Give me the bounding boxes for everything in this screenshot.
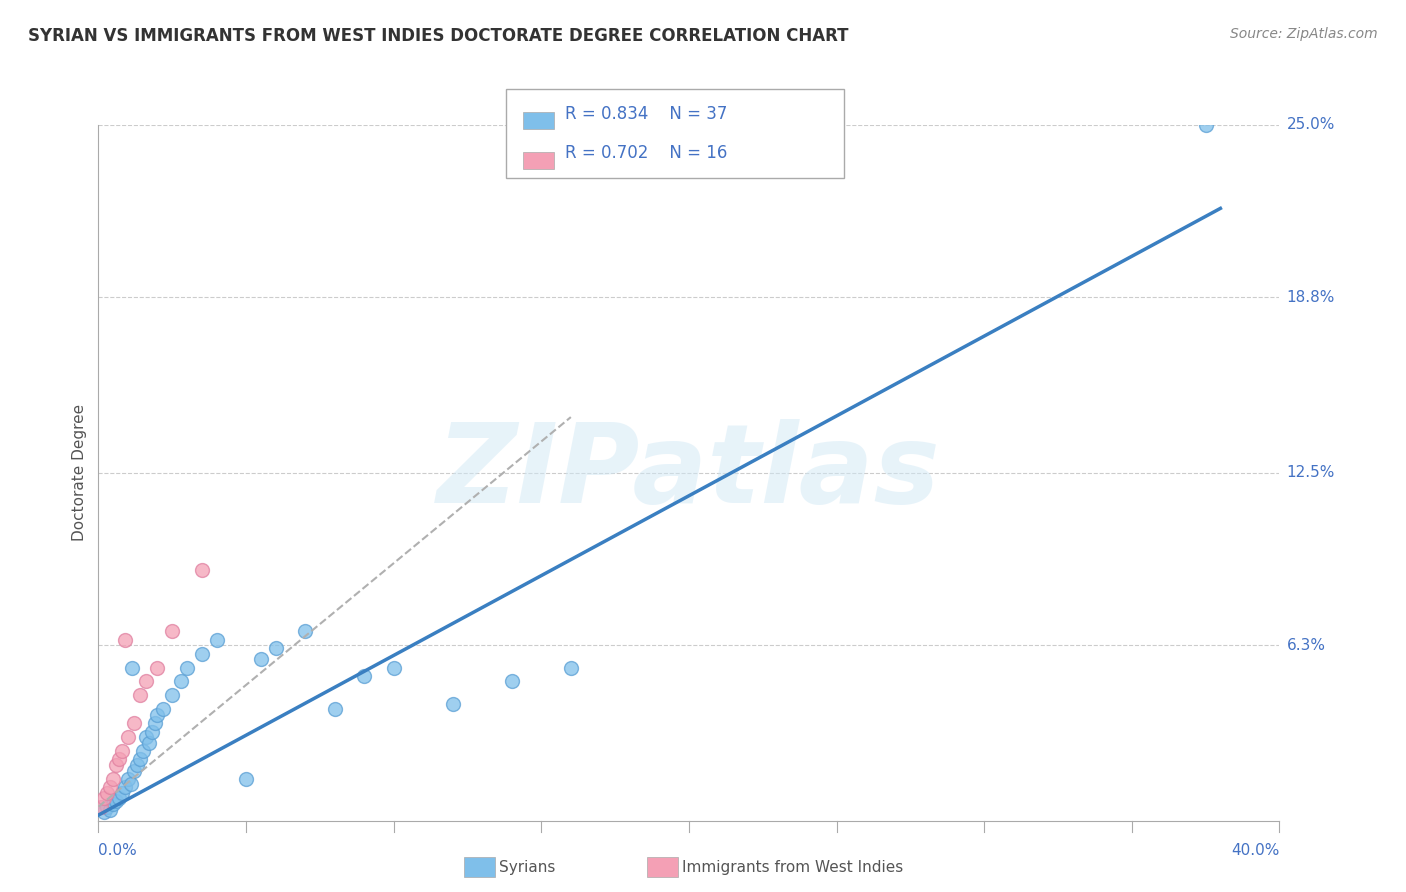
Point xyxy=(90,799,112,814)
Point xyxy=(108,752,131,766)
Point xyxy=(294,624,316,639)
Text: Source: ZipAtlas.com: Source: ZipAtlas.com xyxy=(1230,27,1378,41)
Point xyxy=(117,730,139,744)
Point xyxy=(235,772,257,786)
Point xyxy=(105,758,128,772)
Point xyxy=(120,777,142,791)
Point xyxy=(105,794,128,808)
Point xyxy=(135,674,157,689)
Point xyxy=(132,744,155,758)
Point xyxy=(96,786,118,800)
Point xyxy=(205,632,228,647)
Point xyxy=(128,752,150,766)
Point xyxy=(323,702,346,716)
Text: Syrians: Syrians xyxy=(499,860,555,874)
Point xyxy=(191,647,214,661)
Point xyxy=(93,791,115,805)
Point xyxy=(176,660,198,674)
Point xyxy=(122,716,145,731)
Point xyxy=(264,641,287,656)
Text: 0.0%: 0.0% xyxy=(98,843,138,858)
Text: 12.5%: 12.5% xyxy=(1286,466,1334,480)
Text: 25.0%: 25.0% xyxy=(1286,118,1334,132)
Point xyxy=(135,730,157,744)
Point xyxy=(152,702,174,716)
Point xyxy=(111,786,134,800)
Text: 18.8%: 18.8% xyxy=(1286,290,1334,305)
Text: 40.0%: 40.0% xyxy=(1232,843,1279,858)
Point xyxy=(560,660,582,674)
Point xyxy=(96,799,118,814)
Point xyxy=(117,772,139,786)
Point xyxy=(103,797,125,811)
Point xyxy=(353,669,375,683)
Point xyxy=(1195,118,1218,132)
Point xyxy=(103,772,125,786)
Text: ZIPatlas: ZIPatlas xyxy=(437,419,941,526)
Point xyxy=(125,758,148,772)
Point xyxy=(114,780,136,795)
Text: 6.3%: 6.3% xyxy=(1286,638,1326,653)
Text: R = 0.702    N = 16: R = 0.702 N = 16 xyxy=(565,145,727,162)
Text: Immigrants from West Indies: Immigrants from West Indies xyxy=(682,860,903,874)
Point xyxy=(128,689,150,703)
Point xyxy=(141,724,163,739)
Point xyxy=(121,660,143,674)
Point xyxy=(146,707,169,722)
Point xyxy=(143,716,166,731)
Text: SYRIAN VS IMMIGRANTS FROM WEST INDIES DOCTORATE DEGREE CORRELATION CHART: SYRIAN VS IMMIGRANTS FROM WEST INDIES DO… xyxy=(28,27,849,45)
Point xyxy=(108,791,131,805)
Point xyxy=(162,624,183,639)
Point xyxy=(191,563,214,577)
Point xyxy=(111,744,134,758)
Point xyxy=(138,736,160,750)
Point xyxy=(170,674,193,689)
Point xyxy=(382,660,405,674)
Point xyxy=(114,632,136,647)
Text: R = 0.834    N = 37: R = 0.834 N = 37 xyxy=(565,105,727,123)
Point xyxy=(98,803,121,817)
Point xyxy=(441,697,464,711)
Point xyxy=(98,780,121,795)
Y-axis label: Doctorate Degree: Doctorate Degree xyxy=(72,404,87,541)
Point xyxy=(501,674,523,689)
Point xyxy=(250,652,273,666)
Point xyxy=(162,689,183,703)
Point xyxy=(93,805,115,820)
Point xyxy=(122,764,145,778)
Point xyxy=(146,660,169,674)
